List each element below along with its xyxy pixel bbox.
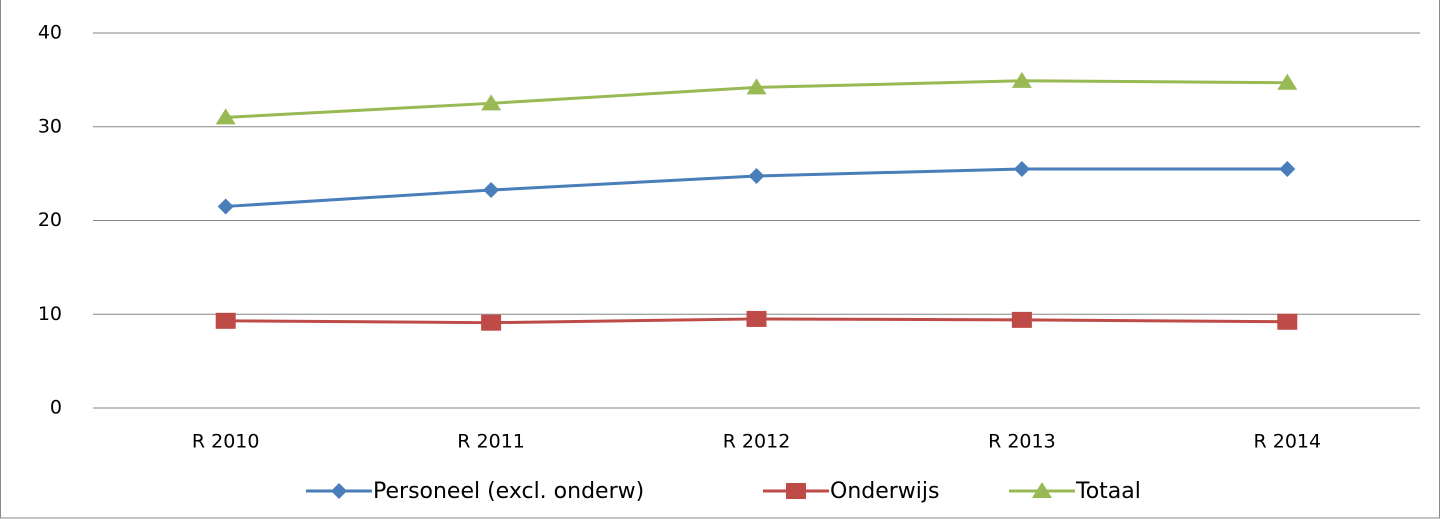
marker <box>217 198 234 215</box>
legend-label: Totaal <box>1075 479 1141 504</box>
marker <box>481 94 502 111</box>
x-tick-label: R 2013 <box>988 431 1056 453</box>
marker <box>483 182 500 199</box>
y-tick-label: 40 <box>38 22 62 44</box>
marker <box>215 312 236 329</box>
y-tick-label: 0 <box>50 397 62 419</box>
x-tick-label: R 2014 <box>1253 431 1321 453</box>
marker <box>215 108 236 125</box>
y-tick-label: 10 <box>38 303 62 325</box>
legend-label: Personeel (excl. onderw) <box>373 479 644 504</box>
marker <box>1277 313 1298 330</box>
legend-marker <box>786 483 806 499</box>
marker <box>1277 73 1298 90</box>
x-tick-label: R 2012 <box>723 431 791 453</box>
legend-label: Onderwijs <box>830 479 939 504</box>
marker <box>1279 160 1296 177</box>
marker <box>1011 71 1032 88</box>
marker <box>1013 160 1030 177</box>
legend: Personeel (excl. onderw) Onderwijs Totaal <box>306 479 1141 504</box>
marker <box>748 167 765 184</box>
x-tick-label: R 2011 <box>457 431 525 453</box>
y-tick-label: 20 <box>38 209 62 231</box>
marker <box>746 310 767 327</box>
marker <box>746 78 767 95</box>
marker <box>481 314 502 331</box>
y-tick-label: 30 <box>38 115 62 137</box>
x-tick-label: R 2010 <box>192 431 260 453</box>
marker <box>1011 311 1032 328</box>
legend-marker <box>1032 482 1052 498</box>
legend-marker <box>331 483 347 499</box>
